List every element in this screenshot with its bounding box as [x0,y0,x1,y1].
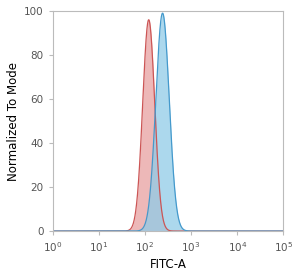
Y-axis label: Normalized To Mode: Normalized To Mode [7,61,20,180]
X-axis label: FITC-A: FITC-A [150,258,187,271]
